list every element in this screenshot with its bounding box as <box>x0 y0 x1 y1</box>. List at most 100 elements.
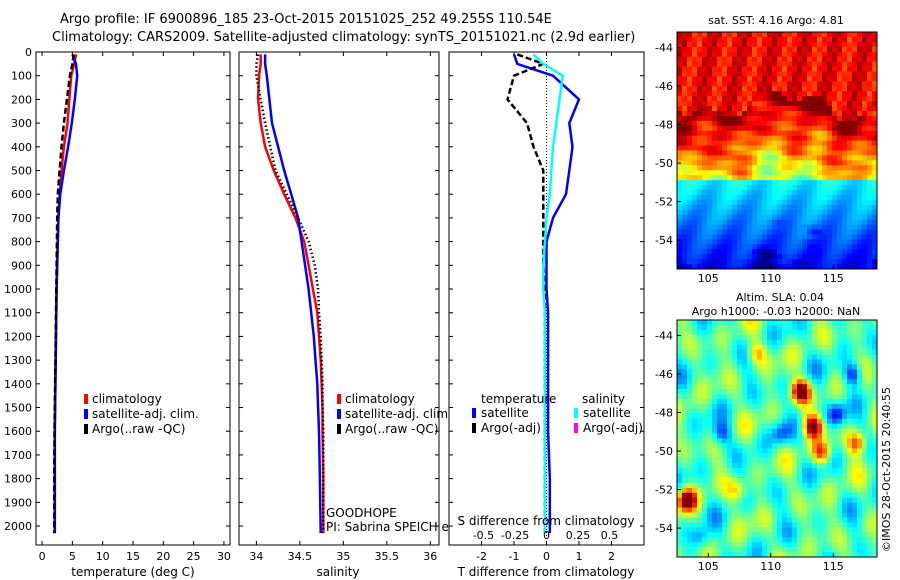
heatmap-cell <box>737 458 743 464</box>
heatmap-cell <box>852 180 858 186</box>
heatmap-cell <box>857 443 863 449</box>
heatmap-cell <box>737 185 743 191</box>
heatmap-cell <box>847 194 853 201</box>
heatmap-cell <box>832 320 838 326</box>
heatmap-cell <box>817 106 823 112</box>
heatmap-cell <box>752 96 758 102</box>
heatmap-cell <box>872 394 878 400</box>
heatmap-cell <box>757 214 763 220</box>
heatmap-cell <box>817 239 823 245</box>
heatmap-cell <box>817 209 823 215</box>
heatmap-cell <box>837 487 843 494</box>
heatmap-cell <box>757 389 763 395</box>
heatmap-cell <box>817 96 823 102</box>
heatmap-cell <box>872 66 878 72</box>
heatmap-cell <box>677 413 683 420</box>
heatmap-cell <box>827 542 833 548</box>
heatmap-cell <box>747 339 753 345</box>
figure-title-line1: Argo profile: IF 6900896_185 23-Oct-2015… <box>60 12 552 27</box>
heatmap-cell <box>732 354 738 360</box>
heatmap-cell <box>737 32 743 38</box>
heatmap-cell <box>872 344 878 350</box>
heatmap-cell <box>707 239 713 245</box>
heatmap-cell <box>802 175 808 181</box>
heatmap-cell <box>837 155 843 161</box>
heatmap-cell <box>707 542 713 548</box>
heatmap-cell <box>697 349 703 355</box>
heatmap-cell <box>852 239 858 245</box>
heatmap-cell <box>782 438 788 444</box>
heatmap-cell <box>862 354 868 360</box>
heatmap-cell <box>862 219 868 225</box>
heatmap-cell <box>717 199 723 206</box>
heatmap-cell <box>687 473 693 479</box>
heatmap-cell <box>772 433 778 439</box>
heatmap-cell <box>742 394 748 400</box>
heatmap-cell <box>792 249 798 255</box>
heatmap-cell <box>767 453 773 459</box>
heatmap-cell <box>772 170 778 176</box>
heatmap-cell <box>847 394 853 400</box>
heatmap-cell <box>822 56 828 62</box>
heatmap-cell <box>827 120 833 127</box>
heatmap-cell <box>677 239 683 245</box>
heatmap-cell <box>707 482 713 489</box>
heatmap-cell <box>752 423 758 429</box>
heatmap-cell <box>697 413 703 420</box>
heatmap-cell <box>867 56 873 62</box>
heatmap-cell <box>757 384 763 390</box>
heatmap-cell <box>772 334 778 341</box>
heatmap-cell <box>817 443 823 449</box>
heatmap-cell <box>682 209 688 215</box>
map-x-tick-label: 105 <box>698 272 719 285</box>
heatmap-cell <box>712 61 718 67</box>
heatmap-cell <box>807 106 813 112</box>
heatmap-cell <box>797 512 803 518</box>
heatmap-cell <box>742 552 748 558</box>
heatmap-cell <box>697 244 703 250</box>
heatmap-cell <box>732 135 738 141</box>
heatmap-cell <box>872 170 878 176</box>
heatmap-cell <box>832 259 838 265</box>
heatmap-cell <box>847 320 853 326</box>
heatmap-cell <box>807 46 813 53</box>
heatmap-cell <box>827 165 833 171</box>
heatmap-cell <box>867 468 873 474</box>
heatmap-cell <box>847 389 853 395</box>
heatmap-cell <box>702 140 708 146</box>
heatmap-cell <box>687 547 693 553</box>
heatmap-cell <box>857 552 863 558</box>
heatmap-cell <box>717 180 723 186</box>
heatmap-cell <box>757 369 763 375</box>
heatmap-cell <box>747 204 753 211</box>
heatmap-cell <box>792 542 798 548</box>
heatmap-cell <box>692 428 698 434</box>
heatmap-cell <box>812 106 818 112</box>
heatmap-cell <box>762 229 768 235</box>
heatmap-cell <box>862 190 868 196</box>
heatmap-cell <box>732 433 738 439</box>
heatmap-cell <box>772 320 778 326</box>
heatmap-cell <box>872 468 878 474</box>
heatmap-cell <box>857 497 863 503</box>
heatmap-cell <box>782 324 788 331</box>
heatmap-cell <box>772 537 778 543</box>
heatmap-cell <box>702 433 708 439</box>
heatmap-cell <box>752 344 758 350</box>
heatmap-cell <box>737 369 743 375</box>
heatmap-cell <box>862 364 868 370</box>
heatmap-cell <box>782 399 788 405</box>
heatmap-cell <box>737 320 743 326</box>
heatmap-cell <box>692 91 698 97</box>
heatmap-cell <box>867 497 873 503</box>
heatmap-cell <box>782 428 788 434</box>
heatmap-cell <box>767 403 773 410</box>
heatmap-cell <box>782 264 788 270</box>
heatmap-cell <box>682 46 688 53</box>
heatmap-cell <box>842 478 848 484</box>
heatmap-cell <box>742 160 748 166</box>
heatmap-cell <box>787 369 793 375</box>
heatmap-cell <box>827 320 833 326</box>
heatmap-cell <box>762 344 768 350</box>
heatmap-cell <box>757 502 763 508</box>
